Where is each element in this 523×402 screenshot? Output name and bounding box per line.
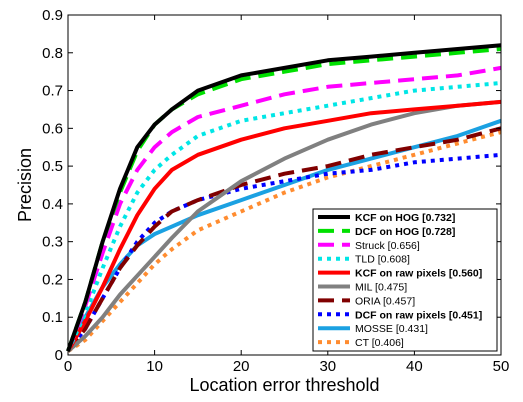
- y-tick-label: 0: [55, 347, 63, 364]
- x-axis-title: Location error threshold: [189, 375, 379, 395]
- y-tick-label: 0.7: [42, 83, 63, 100]
- legend-label-oria: ORIA [0.457]: [355, 295, 415, 307]
- series-line-oria: [66, 126, 502, 353]
- y-tick-label: 0.3: [42, 234, 63, 251]
- y-tick-label: 0.5: [42, 158, 63, 175]
- legend-label-dcf-on-raw-pixels: DCF on raw pixels [0.451]: [355, 309, 482, 321]
- x-tick-label: 40: [406, 358, 423, 375]
- x-tick-label: 0: [64, 358, 72, 375]
- y-tick-label: 0.9: [42, 7, 63, 24]
- x-tick-label: 20: [233, 358, 250, 375]
- series-line-struck: [66, 65, 502, 352]
- legend-label-mil: MIL [0.475]: [355, 282, 407, 294]
- y-tick-label: 0.8: [42, 45, 63, 62]
- series-lines: [66, 43, 502, 353]
- y-tick-label: 0.6: [42, 120, 63, 137]
- x-tick-label: 50: [493, 358, 510, 375]
- axis-ticks: 0 10 20 30 40 50 0 0.1 0.2 0.3 0.4 0.5 0.6 0.7 0.8 0.9: [42, 7, 509, 375]
- series-line-mil: [66, 99, 502, 353]
- legend-label-struck: Struck [0.656]: [355, 240, 420, 252]
- legend-label-ct: CT [0.406]: [355, 337, 404, 349]
- plot-frame: [67, 14, 502, 356]
- y-tick-label: 0.2: [42, 271, 63, 288]
- series-line-kcf-on-raw-pixels: [66, 99, 502, 353]
- series-line-ct: [66, 130, 502, 353]
- legend-label-kcf-on-hog: KCF on HOG [0.732]: [355, 212, 455, 224]
- legend-label-tld: TLD [0.608]: [355, 254, 410, 266]
- y-axis-title: Precision: [15, 148, 35, 222]
- y-tick-label: 0.4: [42, 196, 63, 213]
- legend: KCF on HOG [0.732] DCF on HOG [0.728] Stru…: [312, 208, 498, 352]
- legend-label-kcf-on-raw-pixels: KCF on raw pixels [0.560]: [355, 268, 482, 280]
- legend-label-dcf-on-hog: DCF on HOG [0.728]: [355, 226, 455, 238]
- y-tick-label: 0.1: [42, 309, 63, 326]
- x-tick-label: 30: [319, 358, 336, 375]
- x-tick-label: 10: [146, 358, 163, 375]
- legend-label-mosse: MOSSE [0.431]: [355, 323, 428, 335]
- series-line-kcf-on-hog: [66, 43, 502, 352]
